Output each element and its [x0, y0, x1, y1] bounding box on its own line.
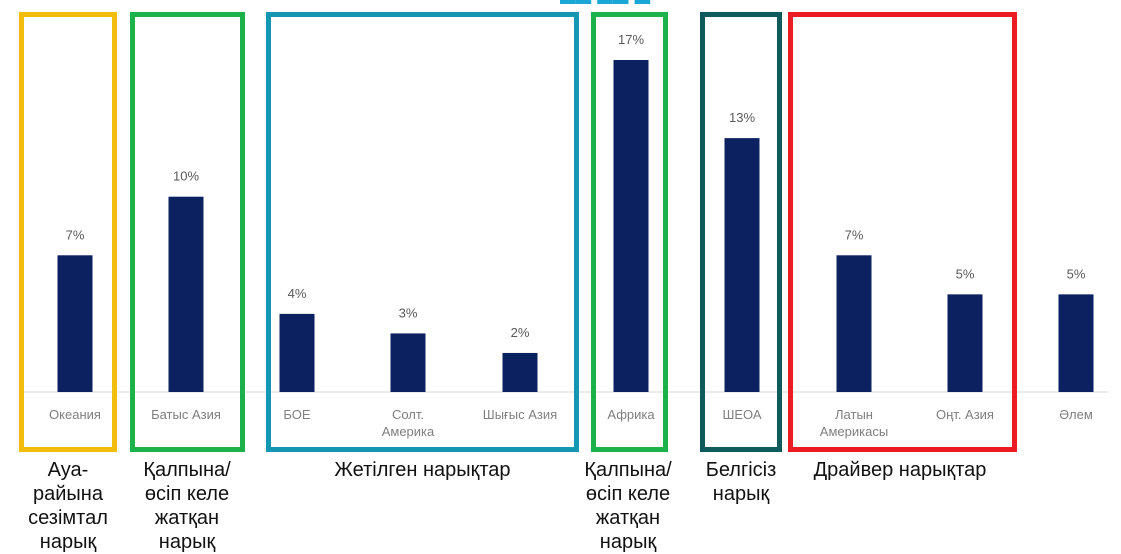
value-label-6: 13% — [729, 110, 755, 125]
group-box-uncertain — [700, 12, 782, 452]
cropped-title-fragment: ▄▄ ▄▄ ▄ — [560, 0, 660, 4]
bar-8 — [947, 294, 983, 392]
category-label-6: ШЕОА — [722, 407, 761, 422]
group-box-weather-sensitive — [19, 12, 117, 452]
bar-2 — [279, 313, 315, 392]
group-box-recovering-1 — [130, 12, 245, 452]
value-label-3: 3% — [399, 305, 418, 320]
category-label-7: Латын Америкасы — [820, 407, 888, 439]
value-label-0: 7% — [66, 227, 85, 242]
group-label-driver-markets: Драйвер нарықтар — [813, 459, 987, 481]
category-label-8: Оңт. Азия — [936, 407, 994, 422]
category-label-5: Африка — [607, 407, 655, 422]
bar-5 — [613, 60, 649, 392]
category-label-3: Солт. Америка — [382, 407, 435, 439]
group-box-recovering-2 — [591, 12, 668, 452]
value-label-2: 4% — [288, 286, 307, 301]
bar-0 — [57, 255, 93, 392]
value-label-8: 5% — [956, 266, 975, 281]
group-label-recovering-2: Қалпына/ өсіп келе жатқан нарық — [584, 459, 672, 553]
value-label-4: 2% — [511, 325, 530, 340]
bar-3 — [390, 333, 426, 392]
category-label-1: Батыс Азия — [151, 407, 221, 422]
category-label-9: Әлем — [1059, 407, 1093, 422]
group-label-uncertain: Белгісіз нарық — [705, 459, 777, 505]
category-label-2: БОЕ — [283, 407, 310, 422]
value-label-7: 7% — [845, 227, 864, 242]
value-label-9: 5% — [1067, 266, 1086, 281]
bar-9 — [1058, 294, 1094, 392]
bar-7 — [836, 255, 872, 392]
group-label-recovering-1: Қалпына/ өсіп келе жатқан нарық — [143, 459, 231, 553]
group-label-weather-sensitive: Ауа-райына сезімтал нарық — [28, 459, 108, 553]
bar-1 — [168, 196, 204, 392]
group-box-driver-markets — [788, 12, 1017, 452]
bar-6 — [724, 138, 760, 392]
value-label-5: 17% — [618, 32, 644, 47]
group-box-mature-markets — [266, 12, 579, 452]
value-label-1: 10% — [173, 169, 199, 184]
group-label-mature-markets: Жетілген нарықтар — [334, 459, 511, 481]
category-label-0: Океания — [49, 407, 101, 422]
bar-4 — [502, 352, 538, 392]
category-label-4: Шығыс Азия — [483, 407, 557, 422]
